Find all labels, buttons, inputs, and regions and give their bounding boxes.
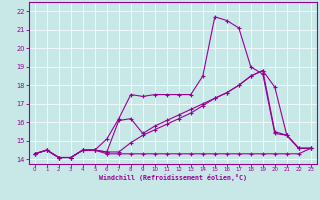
X-axis label: Windchill (Refroidissement éolien,°C): Windchill (Refroidissement éolien,°C)	[99, 174, 247, 181]
